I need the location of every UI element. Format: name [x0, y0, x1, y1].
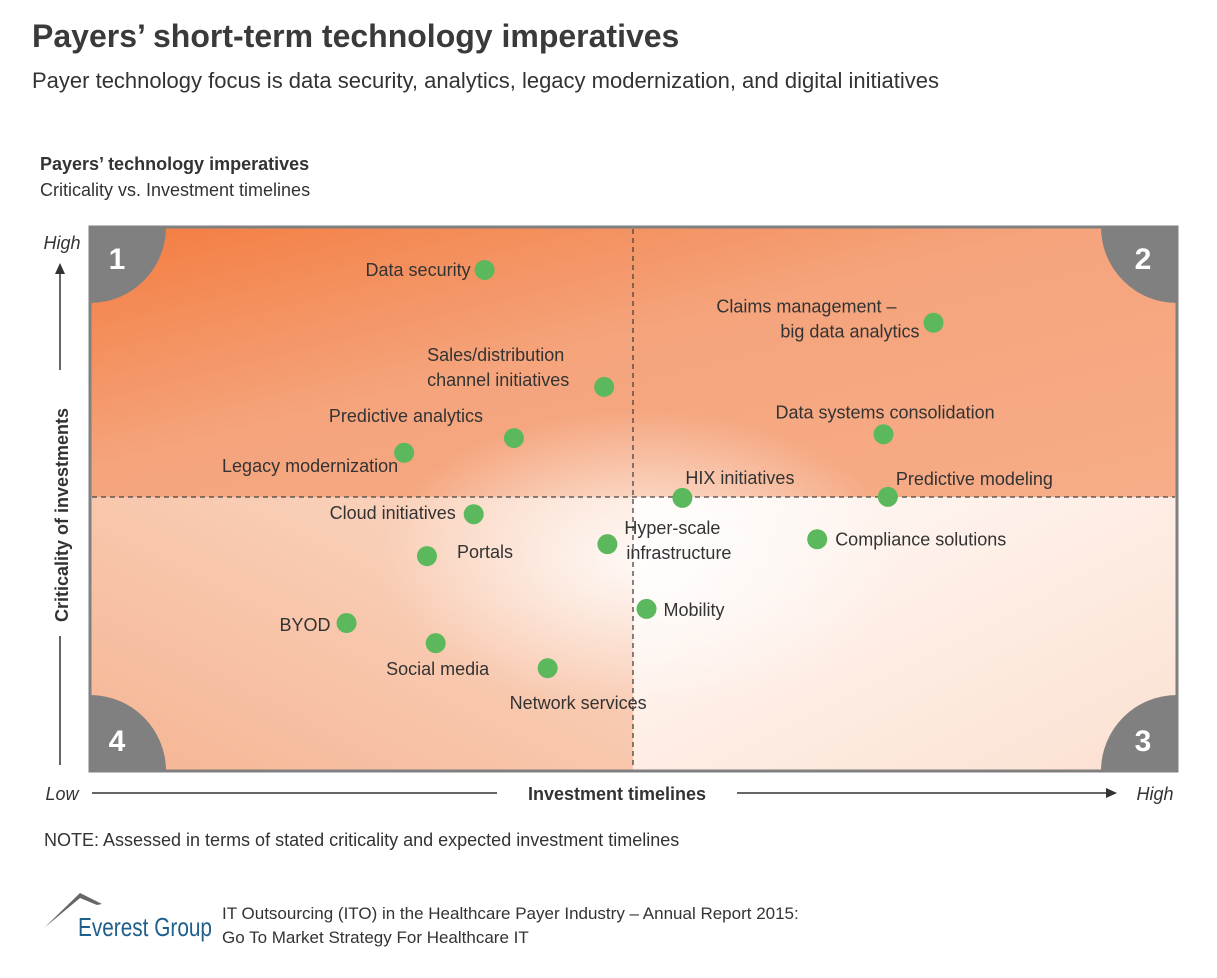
quadrant-badge-2	[1101, 227, 1177, 303]
data-point	[537, 658, 558, 679]
data-point-label: Predictive analytics	[329, 406, 483, 426]
data-point	[416, 546, 437, 567]
data-point-label: Legacy modernization	[222, 456, 398, 476]
data-point-label: infrastructure	[626, 543, 731, 563]
data-point	[394, 442, 415, 463]
quadrant-badge-4	[90, 695, 166, 771]
data-point-label: big data analytics	[780, 322, 919, 342]
data-point-label: Hyper-scale	[624, 518, 720, 538]
x-high-label: High	[1136, 784, 1173, 804]
logo-mountain-icon	[44, 893, 102, 928]
x-low-label: Low	[45, 784, 79, 804]
x-axis-label: Investment timelines	[528, 784, 706, 804]
footnote: NOTE: Assessed in terms of stated critic…	[44, 830, 680, 850]
report-line-2: Go To Market Strategy For Healthcare IT	[222, 928, 529, 947]
x-axis-arrowhead	[1106, 788, 1117, 798]
y-axis-label: Criticality of investments	[52, 408, 72, 622]
y-axis-arrowhead	[55, 263, 65, 274]
data-point-label: Portals	[457, 542, 513, 562]
logo-text: Everest Group	[78, 912, 212, 942]
quadrant-badge-3	[1101, 695, 1177, 771]
chart-title: Payers’ technology imperatives	[40, 154, 310, 174]
data-point-label: HIX initiatives	[685, 468, 794, 488]
quadrant-label-4: 4	[109, 725, 126, 758]
quadrant-label-3: 3	[1135, 725, 1152, 758]
data-point	[873, 424, 894, 445]
data-point-label: Network services	[510, 693, 647, 713]
data-point-label: BYOD	[280, 615, 331, 635]
data-point	[425, 633, 446, 654]
y-high-label: High	[43, 233, 80, 253]
data-point	[877, 486, 898, 507]
data-point	[503, 428, 524, 449]
quadrant-label-1: 1	[109, 243, 126, 276]
data-point-label: Data systems consolidation	[776, 402, 995, 422]
data-point	[807, 529, 828, 550]
data-point-label: channel initiatives	[427, 370, 569, 390]
data-point-label: Sales/distribution	[427, 345, 564, 365]
quadrant-label-2: 2	[1135, 243, 1152, 276]
data-points: Data security Claims management – big data…	[222, 259, 1053, 713]
center-glow	[380, 410, 900, 710]
data-point-label: Data security	[366, 260, 471, 280]
data-point-label: Social media	[386, 659, 490, 679]
data-point	[636, 598, 657, 619]
data-point	[594, 376, 615, 397]
plot-border	[88, 225, 1179, 773]
chart-subtitle: Criticality vs. Investment timelines	[40, 180, 311, 200]
data-point	[336, 613, 357, 634]
data-point	[597, 534, 618, 555]
everest-group-logo: Everest Group	[44, 893, 212, 942]
report-citation: IT Outsourcing (ITO) in the Healthcare P…	[222, 902, 799, 950]
page-subtitle: Payer technology focus is data security,…	[32, 68, 939, 93]
quadrant-badges: 1 2 3 4	[90, 227, 1177, 771]
data-point-label: Predictive modeling	[896, 469, 1053, 489]
data-point-label: Claims management –	[716, 297, 896, 317]
quadrant-badge-1	[90, 227, 166, 303]
data-point	[474, 259, 495, 280]
data-point	[463, 504, 484, 525]
report-line-1: IT Outsourcing (ITO) in the Healthcare P…	[222, 904, 799, 923]
data-point-label: Compliance solutions	[835, 529, 1006, 549]
data-point-label: Cloud initiatives	[330, 503, 456, 523]
data-point-label: Mobility	[664, 600, 725, 620]
page-title: Payers’ short-term technology imperative…	[32, 18, 680, 54]
data-point	[923, 312, 944, 333]
data-point	[672, 487, 693, 508]
